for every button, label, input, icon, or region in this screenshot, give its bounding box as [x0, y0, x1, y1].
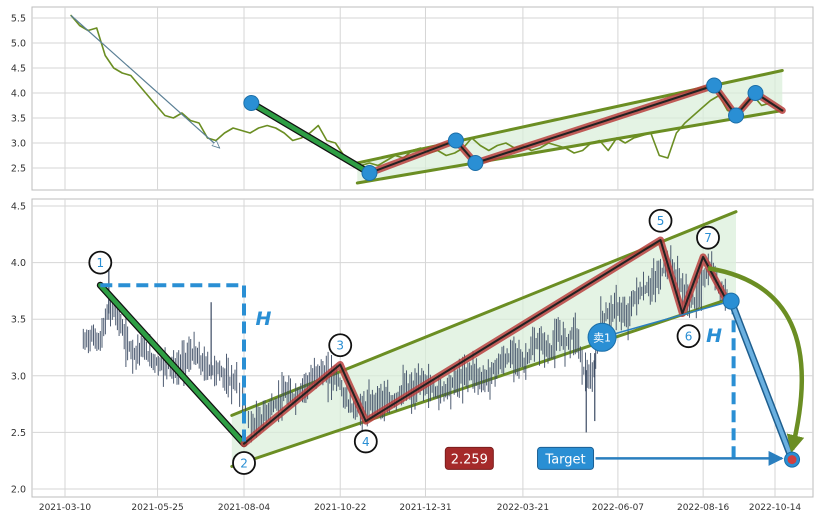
bottom-annotations: H H 卖1 1 2 3 4 5 6 7 2.259 Target: [88, 208, 805, 475]
bottom-target-value-text: 2.259: [451, 452, 488, 467]
bottom-price-bars: [82, 245, 728, 443]
bottom-x-tick-label: 2021-12-31: [399, 503, 451, 513]
bottom-pivot-label-circle: [353, 429, 378, 454]
bottom-pivot-label-circle: [328, 333, 353, 358]
bottom-panel: 2.02.53.03.54.04.5 2021-03-10 2021-05-25 2…: [11, 198, 814, 513]
bottom-x-tick-label: 2021-05-25: [131, 503, 183, 513]
bottom-x-tick-label: 2022-06-07: [592, 503, 644, 513]
bottom-pivot-label-circle: [648, 208, 673, 233]
top-downtrend-arrow-line: [70, 15, 220, 149]
bottom-channel-lower-line: [230, 295, 738, 468]
bottom-price-bar-series: [82, 245, 728, 443]
bottom-target-label-text: Target: [544, 452, 585, 467]
bottom-pivot-label-number: 7: [704, 231, 712, 245]
top-price-series: [70, 14, 771, 167]
bottom-target-point: [787, 455, 797, 465]
top-channel-lower-line: [355, 109, 784, 185]
bottom-pivot-label-circle: [696, 225, 720, 250]
top-y-tick-label: 4.5: [11, 64, 26, 75]
bottom-y-tick-label: 3.5: [11, 315, 26, 326]
top-pivot-point: [467, 155, 484, 171]
bottom-x-tick-label: 2022-08-16: [677, 503, 730, 513]
top-pivot-point: [447, 132, 464, 149]
top-green-leg: [249, 100, 372, 176]
top-y-tick-label: 3.5: [11, 114, 26, 125]
bottom-y-tick-labels: 2.0 2.5 3.0 3.5 4.0 4.5: [11, 202, 26, 496]
bottom-pivot-label-number: 5: [657, 214, 665, 228]
bottom-pivot-label-circle: [88, 250, 113, 275]
bottom-pivot-label-number: 2: [240, 456, 248, 470]
bottom-h-label: H: [256, 308, 272, 330]
bottom-h-label: H: [706, 325, 722, 347]
bottom-pivot-label-number: 4: [362, 435, 370, 449]
bottom-projection-line: [729, 299, 795, 462]
bottom-sell-marker-label: 卖1: [593, 331, 611, 344]
bottom-x-tick-label: 2021-03-10: [39, 503, 92, 513]
bottom-pivot-label-number: 1: [96, 256, 104, 270]
top-pivot-point: [747, 85, 764, 101]
bottom-target-value-box: [444, 446, 494, 470]
top-panel: 2.5 3.0 3.5 4.0 4.5 5.0 5.5: [11, 6, 814, 191]
bottom-sell-marker-circle: [587, 322, 617, 352]
bottom-target-label-box: [537, 446, 595, 470]
top-y-tick-label: 2.5: [11, 164, 26, 175]
top-y-tick-label: 3.0: [11, 139, 26, 150]
bottom-y-tick-label: 4.0: [11, 258, 26, 269]
top-pivot-point: [706, 77, 723, 94]
bottom-pivot-label-circle: [232, 451, 256, 475]
top-pivot-points: [243, 77, 764, 181]
bottom-x-tick-labels: 2021-03-10 2021-05-25 2021-08-04 2021-10-22…: [39, 503, 802, 513]
top-downtrend-arrow: [70, 15, 220, 149]
top-grid: [32, 7, 813, 190]
bottom-breakout-point: [722, 292, 740, 310]
top-pivot-point: [243, 95, 260, 111]
bottom-x-tick-label: 2022-03-21: [497, 503, 549, 513]
bottom-pivot-label-number: 3: [336, 339, 344, 353]
bottom-measurement-lines: [100, 283, 736, 461]
top-y-tick-label: 5.5: [11, 14, 26, 25]
top-y-tick-label: 4.0: [11, 89, 26, 100]
bottom-pivot-label-number: 6: [685, 330, 693, 344]
bottom-pivot-label-circle: [676, 324, 701, 349]
bottom-curved-arrow: [707, 266, 805, 454]
bottom-x-tick-label: 2022-10-14: [749, 503, 802, 513]
top-pivot-point: [361, 165, 378, 181]
bottom-green-leg: [98, 282, 247, 446]
top-price-line: [70, 14, 771, 167]
bottom-y-tick-label: 4.5: [11, 202, 26, 213]
top-y-tick-labels: 2.5 3.0 3.5 4.0 4.5 5.0 5.5: [11, 14, 26, 175]
bottom-x-tick-label: 2021-08-04: [218, 503, 271, 513]
top-pivot-point: [728, 107, 745, 124]
bottom-sell-link-line: [601, 300, 732, 339]
bottom-y-tick-label: 2.0: [11, 485, 26, 496]
bottom-dashed-height-box: [100, 283, 246, 444]
bottom-wave-legs: [96, 236, 731, 448]
bottom-y-tick-label: 3.0: [11, 371, 26, 382]
bottom-y-tick-label: 2.5: [11, 428, 26, 439]
top-y-tick-label: 5.0: [11, 39, 26, 50]
bottom-red-zigzag-core: [243, 239, 729, 445]
bottom-x-tick-label: 2021-10-22: [314, 503, 366, 513]
